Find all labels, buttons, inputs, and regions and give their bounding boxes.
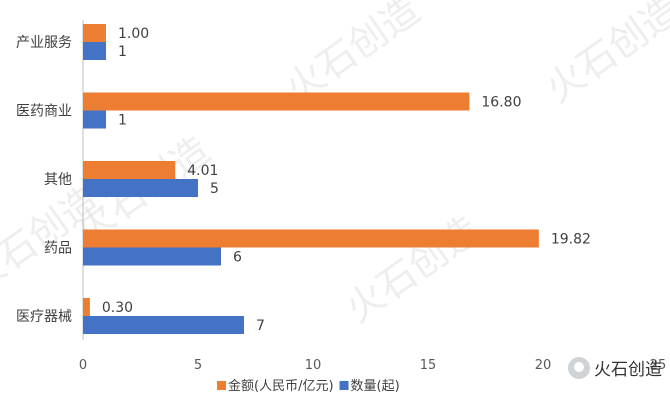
bar-count	[83, 110, 106, 129]
bar-amount	[83, 92, 470, 111]
bar-amount	[83, 24, 106, 42]
logo-icon	[568, 356, 590, 379]
bars-layer	[83, 24, 539, 334]
data-label: 4.01	[187, 163, 218, 179]
category-label: 药品	[44, 241, 72, 257]
legend-swatch	[339, 381, 349, 390]
data-label: 1	[118, 113, 127, 129]
watermark-text: 火石创造	[538, 0, 670, 111]
x-tick-label: 10	[305, 358, 322, 373]
watermark-logo-text: 火石创造	[594, 360, 662, 380]
bar-count	[83, 316, 244, 334]
legend: 金额(人民币/亿元) 数量(起)	[217, 378, 400, 394]
bar-count	[83, 247, 221, 266]
x-tick-label: 20	[535, 358, 552, 373]
category-label: 医药商业	[16, 104, 72, 120]
data-label: 1	[118, 44, 127, 60]
legend-label: 金额(人民币/亿元)	[228, 378, 334, 394]
data-label: 6	[233, 250, 242, 266]
category-label: 产业服务	[16, 35, 72, 51]
data-labels-layer: 1.00 16.80 4.01 19.82 0.30 1 1 5 6 7	[102, 26, 591, 334]
bar-amount	[83, 298, 90, 316]
data-label: 5	[210, 181, 219, 197]
bar-count	[83, 42, 106, 60]
data-label: 16.80	[481, 95, 521, 111]
bar-amount	[83, 229, 539, 248]
data-label: 0.30	[102, 300, 133, 316]
watermark-logo: 火石创造	[568, 355, 662, 380]
bar-count	[83, 179, 198, 197]
data-label: 7	[256, 318, 265, 334]
x-tick-label: 15	[420, 358, 437, 373]
x-tick-label: 0	[79, 358, 87, 373]
data-label: 1.00	[118, 26, 149, 42]
bar-amount	[83, 161, 176, 179]
category-label: 其他	[44, 172, 72, 188]
legend-swatch	[217, 381, 226, 390]
x-tick-label: 5	[194, 358, 202, 373]
x-tick-labels: 0 5 10 15 20 25	[79, 358, 666, 373]
data-label: 19.82	[551, 232, 591, 248]
x-tick-label: 25	[650, 358, 667, 373]
watermark-text: 火石创造	[338, 208, 488, 331]
legend-label: 数量(起)	[351, 379, 400, 394]
category-label: 医疗器械	[16, 309, 72, 325]
